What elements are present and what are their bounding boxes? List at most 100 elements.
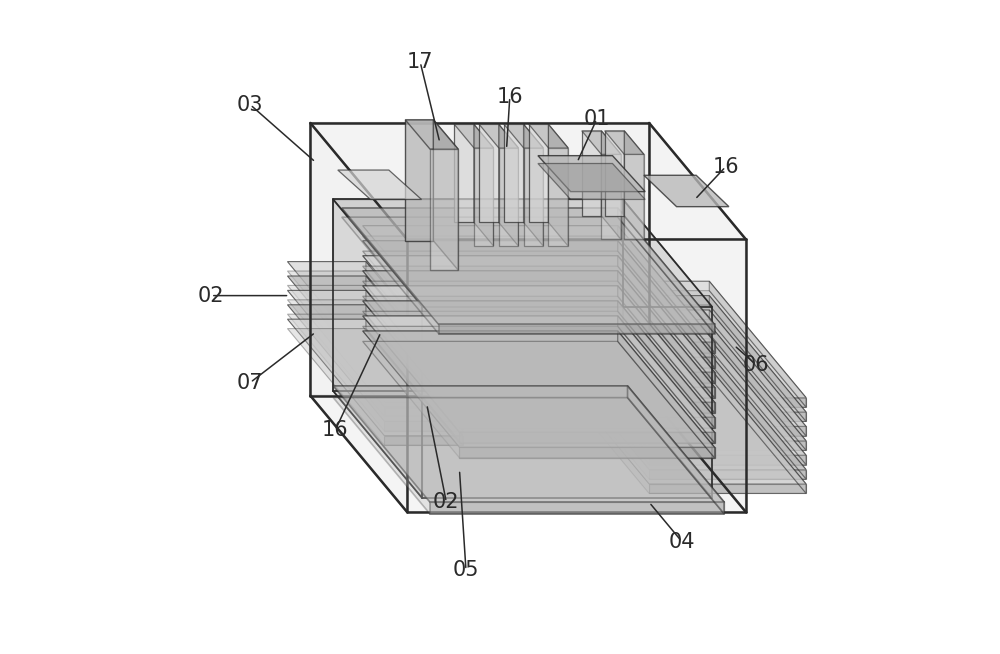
Text: 01: 01 xyxy=(584,109,610,129)
Polygon shape xyxy=(552,296,806,412)
Polygon shape xyxy=(363,226,715,342)
Polygon shape xyxy=(709,281,806,407)
Polygon shape xyxy=(644,175,729,207)
Polygon shape xyxy=(430,149,458,270)
Polygon shape xyxy=(287,290,463,407)
Polygon shape xyxy=(459,342,715,353)
Polygon shape xyxy=(363,281,715,398)
Polygon shape xyxy=(422,307,712,498)
Polygon shape xyxy=(363,296,715,413)
Polygon shape xyxy=(363,316,715,432)
Polygon shape xyxy=(474,148,493,246)
Polygon shape xyxy=(524,148,543,246)
Polygon shape xyxy=(384,421,463,430)
Polygon shape xyxy=(363,241,715,357)
Polygon shape xyxy=(310,396,746,512)
Polygon shape xyxy=(363,326,715,443)
Polygon shape xyxy=(709,353,806,479)
Polygon shape xyxy=(287,314,463,430)
Polygon shape xyxy=(499,124,518,246)
Polygon shape xyxy=(287,271,463,387)
Text: 17: 17 xyxy=(407,52,433,72)
Polygon shape xyxy=(548,124,568,246)
Polygon shape xyxy=(552,362,806,479)
Polygon shape xyxy=(333,391,712,498)
Polygon shape xyxy=(366,290,463,416)
Polygon shape xyxy=(618,301,715,428)
Polygon shape xyxy=(552,310,806,426)
Polygon shape xyxy=(529,124,568,148)
Polygon shape xyxy=(524,124,543,246)
Polygon shape xyxy=(552,319,806,436)
Polygon shape xyxy=(624,131,644,239)
Text: 06: 06 xyxy=(743,355,770,375)
Polygon shape xyxy=(287,328,463,445)
Polygon shape xyxy=(618,331,715,458)
Polygon shape xyxy=(552,348,806,464)
Polygon shape xyxy=(649,412,806,421)
Polygon shape xyxy=(459,432,715,443)
Polygon shape xyxy=(552,368,806,484)
Polygon shape xyxy=(618,226,715,353)
Polygon shape xyxy=(582,131,621,154)
Polygon shape xyxy=(287,276,463,392)
Polygon shape xyxy=(649,123,746,512)
Polygon shape xyxy=(342,217,715,334)
Polygon shape xyxy=(479,124,499,222)
Polygon shape xyxy=(628,386,724,514)
Polygon shape xyxy=(618,286,715,413)
Polygon shape xyxy=(474,124,493,246)
Polygon shape xyxy=(310,123,746,239)
Polygon shape xyxy=(363,271,715,387)
Polygon shape xyxy=(366,276,463,402)
Polygon shape xyxy=(430,502,724,514)
Polygon shape xyxy=(310,123,407,512)
Polygon shape xyxy=(287,319,463,436)
Text: 05: 05 xyxy=(453,560,479,580)
Polygon shape xyxy=(649,484,806,493)
Polygon shape xyxy=(529,124,548,222)
Polygon shape xyxy=(624,154,644,239)
Polygon shape xyxy=(287,285,463,402)
Polygon shape xyxy=(338,170,422,199)
Polygon shape xyxy=(709,339,806,464)
Polygon shape xyxy=(363,236,715,353)
Polygon shape xyxy=(287,262,463,378)
Text: 16: 16 xyxy=(712,157,739,177)
Polygon shape xyxy=(333,386,724,502)
Polygon shape xyxy=(363,256,715,372)
Polygon shape xyxy=(333,199,422,498)
Polygon shape xyxy=(709,368,806,493)
Polygon shape xyxy=(439,324,715,334)
Text: 04: 04 xyxy=(669,532,695,551)
Text: 07: 07 xyxy=(237,373,263,392)
Polygon shape xyxy=(649,398,806,407)
Polygon shape xyxy=(538,156,645,192)
Polygon shape xyxy=(342,208,715,324)
Polygon shape xyxy=(407,239,746,512)
Polygon shape xyxy=(333,199,712,307)
Polygon shape xyxy=(605,131,644,154)
Polygon shape xyxy=(363,251,715,368)
Polygon shape xyxy=(538,164,645,199)
Polygon shape xyxy=(618,241,715,368)
Polygon shape xyxy=(459,372,715,383)
Polygon shape xyxy=(384,378,463,387)
Polygon shape xyxy=(649,470,806,479)
Polygon shape xyxy=(287,305,463,421)
Polygon shape xyxy=(548,148,568,246)
Polygon shape xyxy=(454,124,493,148)
Text: 03: 03 xyxy=(237,95,263,114)
Polygon shape xyxy=(649,455,806,464)
Polygon shape xyxy=(287,300,463,416)
Polygon shape xyxy=(504,124,543,148)
Polygon shape xyxy=(499,148,518,246)
Polygon shape xyxy=(618,316,715,443)
Polygon shape xyxy=(649,426,806,436)
Polygon shape xyxy=(366,262,463,387)
Polygon shape xyxy=(623,199,712,498)
Polygon shape xyxy=(504,124,524,222)
Polygon shape xyxy=(552,334,806,450)
Polygon shape xyxy=(363,331,715,447)
Text: 02: 02 xyxy=(433,492,460,512)
